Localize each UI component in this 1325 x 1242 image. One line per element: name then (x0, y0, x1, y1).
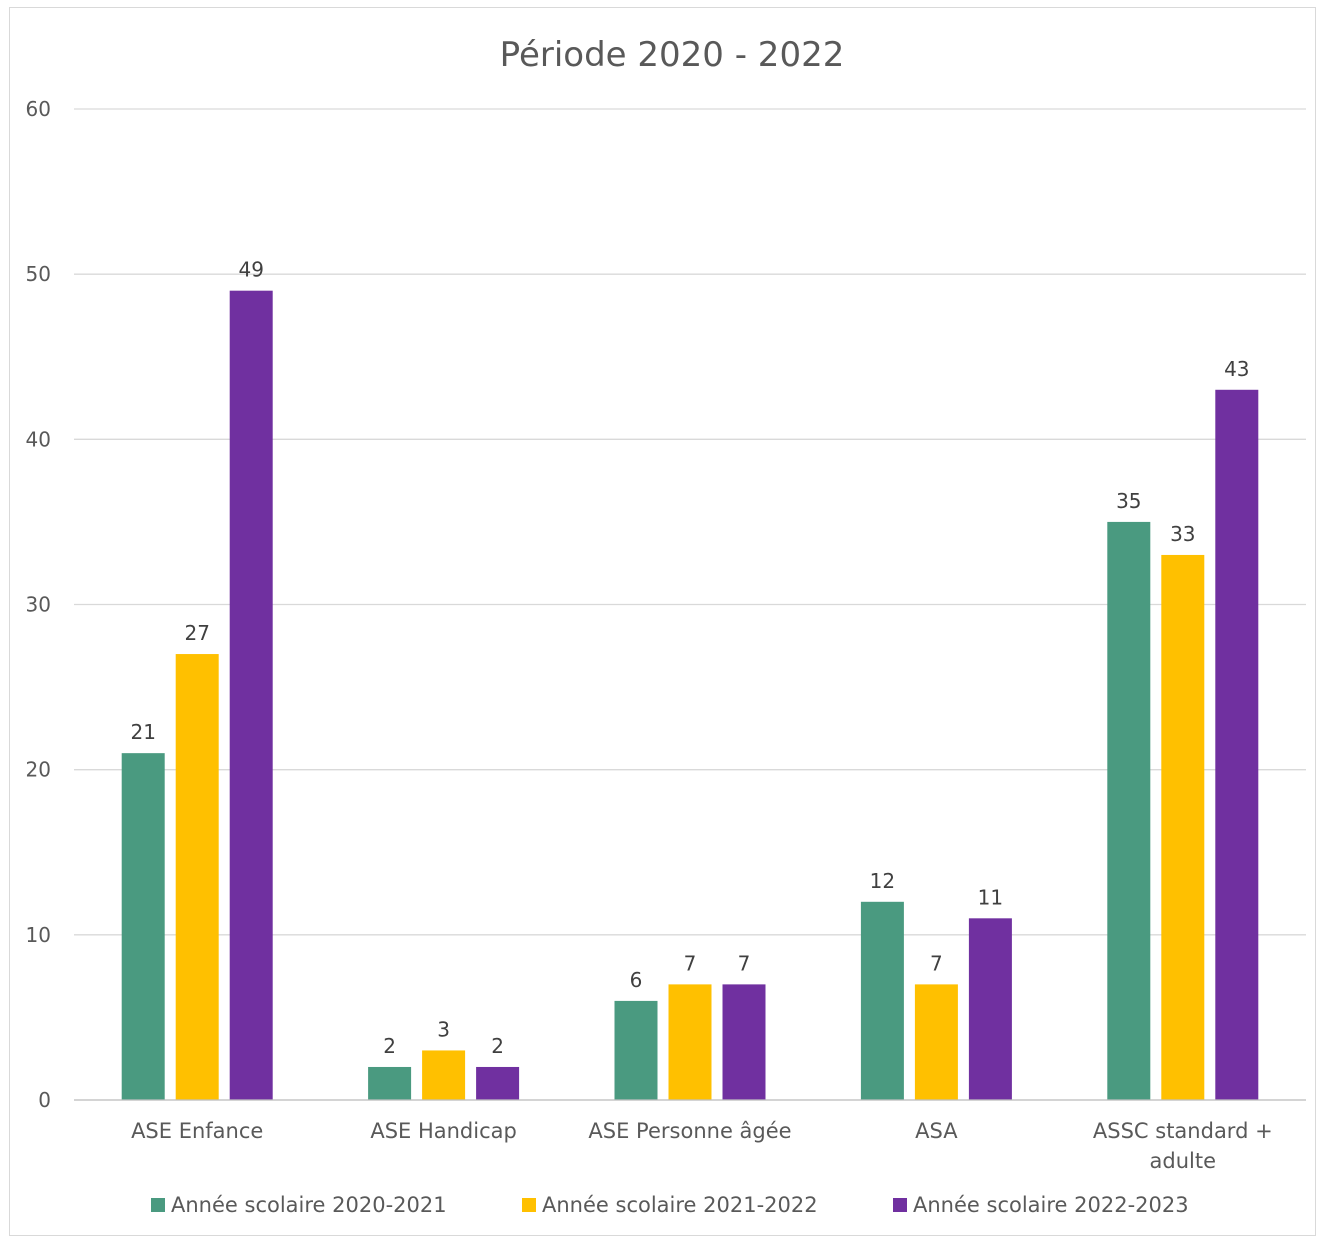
bar (968, 918, 1012, 1100)
y-tick-label: 60 (26, 97, 51, 121)
bar (668, 984, 712, 1100)
y-tick-label: 20 (26, 758, 51, 782)
y-tick-label: 30 (26, 593, 51, 617)
bar (175, 654, 219, 1100)
bar (121, 753, 165, 1100)
chart-frame (9, 7, 1316, 1236)
legend-item: Année scolaire 2021-2022 (522, 1193, 818, 1217)
bar (422, 1050, 466, 1100)
data-label: 27 (184, 621, 209, 645)
x-tick-label: ASSC standard + adulte (1093, 1119, 1273, 1173)
y-tick-label: 10 (26, 923, 51, 947)
legend-item: Année scolaire 2022-2023 (893, 1193, 1189, 1217)
data-label: 33 (1170, 522, 1195, 546)
data-label: 3 (437, 1017, 450, 1041)
bar (722, 984, 766, 1100)
x-tick-label: ASE Personne âgée (588, 1119, 791, 1143)
x-tick-label: ASE Enfance (131, 1119, 263, 1143)
legend-label: Année scolaire 2021-2022 (542, 1193, 818, 1217)
bar (1215, 389, 1259, 1100)
data-label: 11 (978, 885, 1003, 909)
legend-label: Année scolaire 2020-2021 (171, 1193, 447, 1217)
bar (476, 1066, 520, 1100)
bar (229, 290, 273, 1100)
legend-item: Année scolaire 2020-2021 (151, 1193, 447, 1217)
bars (121, 290, 1259, 1100)
data-label: 12 (870, 869, 895, 893)
data-label: 35 (1116, 489, 1141, 513)
y-tick-label: 40 (26, 427, 51, 451)
y-tick-label: 0 (38, 1088, 51, 1112)
legend-label: Année scolaire 2022-2023 (913, 1193, 1189, 1217)
legend-swatch (893, 1198, 907, 1212)
data-label: 2 (383, 1034, 396, 1058)
x-tick-label: ASA (915, 1119, 958, 1143)
bar (368, 1066, 412, 1100)
legend-swatch (151, 1198, 165, 1212)
chart-title: Période 2020 - 2022 (500, 35, 845, 75)
data-label: 7 (930, 951, 943, 975)
data-label: 7 (684, 951, 697, 975)
y-axis: 0 10 20 30 40 50 60 (26, 97, 51, 1112)
data-labels: 21 27 49 2 3 2 6 7 7 12 7 11 35 33 43 (130, 258, 1249, 1058)
bar (1161, 554, 1205, 1100)
bar (614, 1000, 658, 1100)
data-label: 2 (491, 1034, 504, 1058)
data-label: 7 (738, 951, 751, 975)
x-tick-label: ASE Handicap (370, 1119, 517, 1143)
data-label: 43 (1224, 357, 1249, 381)
legend: Année scolaire 2020-2021 Année scolaire 2… (151, 1193, 1189, 1217)
legend-swatch (522, 1198, 536, 1212)
bar (914, 984, 958, 1100)
y-tick-label: 50 (26, 262, 51, 286)
data-label: 6 (630, 968, 643, 992)
bar (860, 901, 904, 1100)
data-label: 21 (130, 720, 155, 744)
x-axis: ASE Enfance ASE Handicap ASE Personne âgée… (74, 1099, 1306, 1173)
bar (1107, 521, 1151, 1100)
data-label: 49 (238, 258, 263, 282)
